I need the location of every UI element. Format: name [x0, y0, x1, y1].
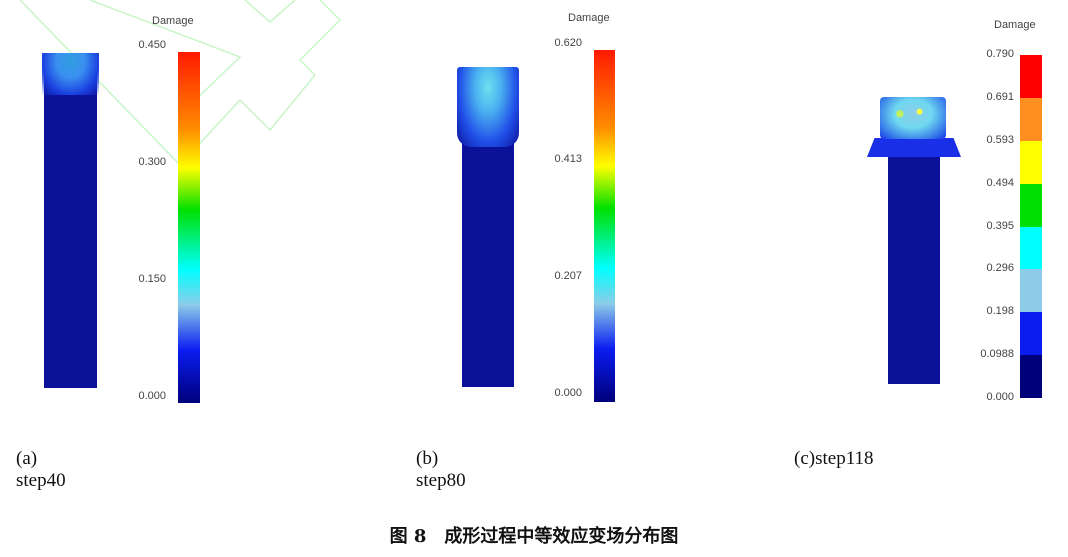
billet	[44, 53, 97, 388]
color-band	[1020, 183, 1042, 227]
caption: (c)step118	[794, 448, 874, 469]
caption: (a) step40	[16, 448, 66, 491]
legend-title: Damage	[152, 15, 194, 27]
billet-damage-region	[42, 53, 99, 95]
figure-title: 图 8 成形过程中等效应变场分布图	[389, 526, 679, 547]
tick-label: 0.413	[554, 153, 582, 165]
legend-title: Damage	[994, 19, 1036, 31]
tick-label: 0.000	[986, 391, 1014, 403]
color-band	[1020, 355, 1042, 398]
tick-label: 0.0988	[980, 348, 1014, 361]
caption: (b) step80	[416, 448, 466, 491]
color-scale-bar	[594, 50, 615, 402]
color-band	[1020, 226, 1042, 270]
billet-shank	[462, 140, 514, 387]
billet-shank	[888, 150, 940, 384]
tick-label: 0.395	[986, 219, 1014, 232]
billet-head	[457, 67, 519, 147]
tick-label: 0.691	[986, 90, 1014, 103]
tick-label: 0.450	[138, 39, 166, 51]
color-band	[1020, 312, 1042, 356]
color-scale-bar	[1020, 55, 1042, 398]
tick-label: 0.300	[138, 156, 166, 168]
billet-head	[880, 97, 946, 139]
billet-flange	[867, 138, 961, 157]
tick-label: 0.000	[138, 390, 166, 402]
color-band	[1020, 140, 1042, 184]
tick-label: 0.296	[986, 262, 1014, 275]
legend-title: Damage	[568, 12, 610, 24]
tick-label: 0.207	[554, 270, 582, 282]
color-band	[1020, 97, 1042, 141]
color-band	[1020, 269, 1042, 313]
tick-label: 0.150	[138, 273, 166, 285]
color-band	[1020, 55, 1042, 98]
tick-label: 0.790	[986, 48, 1014, 60]
tick-label: 0.198	[986, 305, 1014, 318]
tick-label: 0.494	[986, 176, 1014, 189]
color-scale-bar	[178, 52, 200, 403]
tick-label: 0.593	[986, 133, 1014, 146]
tick-label: 0.620	[554, 37, 582, 49]
tick-label: 0.000	[554, 387, 582, 399]
